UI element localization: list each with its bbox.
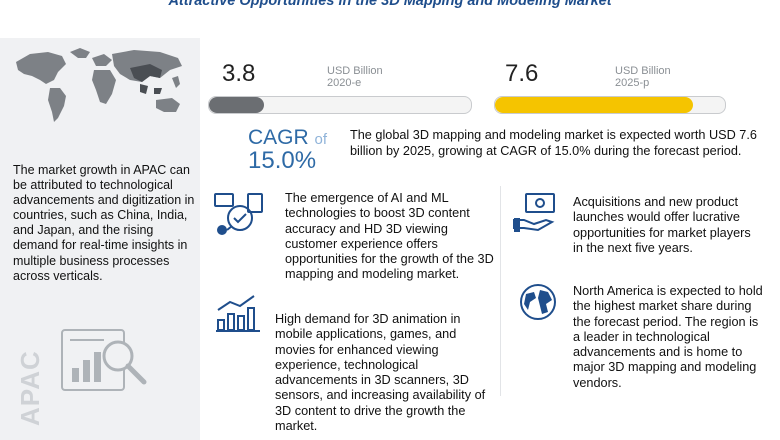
globe-icon bbox=[520, 284, 556, 320]
point-ai-ml: The emergence of AI and ML technologies … bbox=[285, 191, 494, 282]
market-2020-bar bbox=[208, 96, 472, 114]
money-hand-icon bbox=[513, 193, 555, 232]
infographic-title: Attractive Opportunities in the 3D Mappi… bbox=[168, 0, 612, 9]
market-2025-unit: USD Billion 2025-p bbox=[615, 65, 671, 89]
market-2020-year-label: 2020-e bbox=[327, 77, 362, 89]
apac-watermark: APAC bbox=[15, 350, 45, 426]
growth-chart-icon bbox=[216, 295, 260, 332]
market-2020-bar-fill bbox=[209, 97, 265, 113]
apac-panel: The market growth in APAC can be attribu… bbox=[0, 38, 200, 440]
market-2025-year-label: 2025-p bbox=[615, 77, 650, 89]
market-2020-value: 3.8 bbox=[222, 60, 256, 87]
market-2020-unit-label: USD Billion bbox=[327, 65, 383, 77]
ai-ml-icon bbox=[214, 193, 263, 235]
market-2025-bar-fill bbox=[495, 97, 693, 113]
point-3d-animation: High demand for 3D animation in mobile a… bbox=[275, 312, 486, 434]
market-2025-bar bbox=[494, 96, 726, 114]
column-divider bbox=[500, 186, 501, 396]
market-2025-value: 7.6 bbox=[505, 60, 539, 87]
market-2025-unit-label: USD Billion bbox=[615, 65, 671, 77]
market-2020-unit: USD Billion 2020-e bbox=[327, 65, 383, 89]
analytics-report-icon bbox=[61, 329, 147, 391]
cagr-value: 15.0% bbox=[248, 147, 317, 174]
market-summary: The global 3D mapping and modeling marke… bbox=[350, 128, 757, 158]
apac-description: The market growth in APAC can be attribu… bbox=[13, 163, 195, 283]
point-north-america: North America is expected to hold the hi… bbox=[573, 284, 763, 390]
world-map-icon bbox=[16, 48, 182, 122]
point-acquisitions: Acquisitions and new product launches wo… bbox=[573, 195, 751, 255]
cagr-label-text: CAGR bbox=[248, 126, 309, 149]
cagr-label: CAGR of bbox=[248, 126, 327, 150]
cagr-of-text: of bbox=[314, 131, 328, 148]
